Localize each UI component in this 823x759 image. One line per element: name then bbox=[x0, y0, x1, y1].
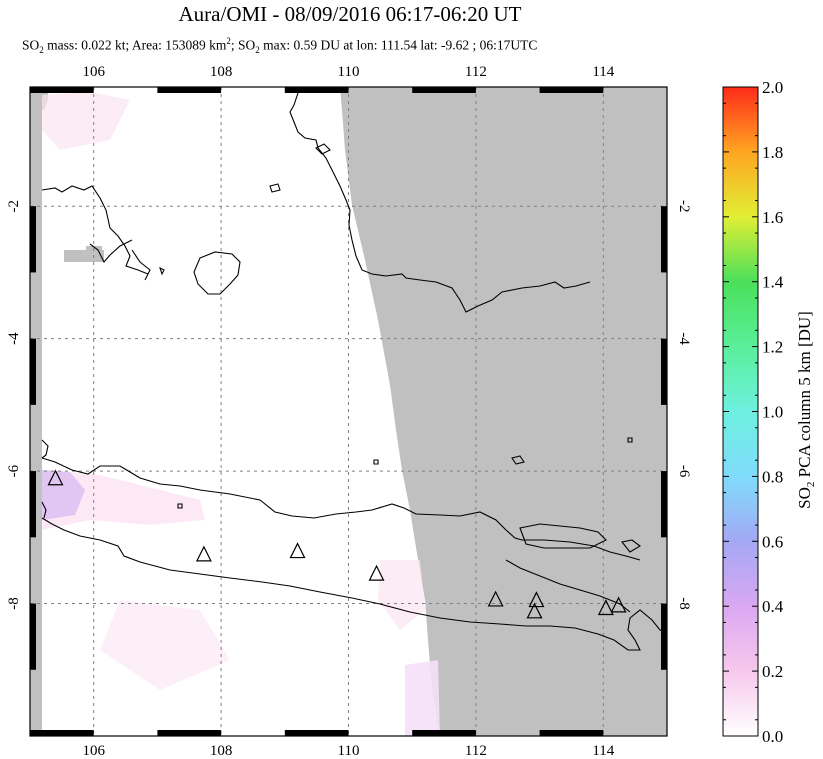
so2-patch bbox=[42, 92, 130, 150]
colorbar-tick-label: 2.0 bbox=[762, 78, 783, 97]
small-island bbox=[373, 459, 379, 465]
colorbar-title-part: SO bbox=[795, 487, 814, 509]
frame-bar-right bbox=[661, 603, 667, 670]
x-tick-label-bottom: 108 bbox=[210, 743, 233, 759]
chart-subtitle: SO2 mass: 0.022 kt; Area: 153089 km2; SO… bbox=[22, 36, 537, 55]
chart-title: Aura/OMI - 08/09/2016 06:17-06:20 UT bbox=[178, 2, 522, 26]
colorbar-tick-label: 1.6 bbox=[762, 208, 783, 227]
volcano-marker-icon bbox=[47, 469, 64, 486]
volcano-marker-icon bbox=[487, 590, 504, 607]
gridlines bbox=[30, 87, 667, 736]
frame-bar-top bbox=[157, 87, 222, 93]
java-strait-west bbox=[41, 501, 47, 519]
volcano-marker-icon bbox=[289, 542, 306, 559]
java-north-coast bbox=[41, 457, 641, 561]
madura-island bbox=[519, 523, 607, 549]
subtitle-sup: 2 bbox=[226, 36, 231, 46]
borneo-inlet bbox=[315, 143, 331, 155]
kangean-island bbox=[621, 539, 641, 553]
frame-bar-top bbox=[412, 87, 476, 93]
colorbar-tick-label: 0.4 bbox=[762, 597, 784, 616]
so2-patch bbox=[42, 470, 205, 530]
colorbar-tick-label: 0.6 bbox=[762, 532, 783, 551]
so2-patch bbox=[405, 660, 440, 736]
frame-bar-right bbox=[661, 471, 667, 538]
frame-bar-right bbox=[661, 338, 667, 405]
x-tick-label-top: 114 bbox=[592, 64, 614, 80]
borneo-west-coast bbox=[289, 92, 591, 313]
frame-bars bbox=[30, 87, 667, 736]
y-tick-label-left: -6 bbox=[6, 464, 22, 477]
colorbar-tick-label: 1.4 bbox=[762, 273, 784, 292]
map-area bbox=[30, 87, 667, 736]
volcano-marker-icon bbox=[526, 602, 543, 619]
frame-bar-left bbox=[30, 603, 36, 670]
so2-patch bbox=[100, 600, 230, 690]
no-data-swath-east bbox=[340, 87, 667, 736]
volcano-marker-icon bbox=[610, 596, 627, 613]
colorbar-title: SO2 PCA column 5 km [DU] bbox=[795, 311, 817, 509]
frame-bar-left bbox=[30, 206, 36, 273]
x-tick-label-top: 108 bbox=[210, 64, 233, 80]
volcano-marker-icon bbox=[195, 545, 212, 562]
colorbar-tick-label: 0.2 bbox=[762, 662, 783, 681]
x-tick-label-top: 106 bbox=[82, 64, 105, 80]
colorbar-title-sub: 2 bbox=[805, 482, 817, 488]
frame-bar-top bbox=[284, 87, 349, 93]
bangka bbox=[89, 239, 133, 263]
java-south-coast bbox=[41, 517, 667, 651]
colorbar-tick-label: 1.2 bbox=[762, 338, 783, 357]
volcano-marker-icon bbox=[597, 599, 614, 616]
colorbar-tick-label: 0.0 bbox=[762, 727, 783, 746]
belitung-island bbox=[193, 251, 241, 295]
y-tick-label-right: -6 bbox=[676, 465, 692, 478]
x-tick-label-top: 112 bbox=[465, 64, 487, 80]
y-tick-label-left: -2 bbox=[6, 200, 22, 213]
colorbar-ticks: 0.0 0.2 0.4 0.6 0.8 1.0 1.2 1.4 1.6 1.8 2.0 bbox=[723, 78, 784, 746]
x-tick-label-bottom: 112 bbox=[465, 743, 487, 759]
subtitle-sub: 2 bbox=[39, 45, 44, 56]
small-island bbox=[627, 437, 633, 443]
colorbar-tick-label: 0.8 bbox=[762, 467, 783, 486]
frame-bar-left bbox=[30, 338, 36, 405]
bawean-island bbox=[511, 455, 525, 465]
frame-bar-bottom bbox=[284, 730, 349, 736]
subtitle-part: max: 0.59 DU at lon: 111.54 lat: -9.62 ;… bbox=[259, 37, 538, 53]
frame-bar-bottom bbox=[157, 730, 222, 736]
y-tick-label-right: -2 bbox=[676, 200, 692, 213]
sumatra-coast bbox=[41, 185, 151, 281]
frame-bar-left bbox=[30, 471, 36, 538]
subtitle-part: ; SO bbox=[230, 37, 256, 53]
frame-bar-top bbox=[30, 87, 94, 93]
y-tick-label-right: -8 bbox=[676, 597, 692, 610]
x-tick-label-top: 110 bbox=[338, 64, 360, 80]
small-island bbox=[177, 503, 183, 509]
frame-bar-bottom bbox=[412, 730, 476, 736]
y-tick-label-left: -4 bbox=[6, 332, 22, 345]
sumatra-south bbox=[41, 439, 49, 459]
x-tick-label-bottom: 110 bbox=[338, 743, 360, 759]
colorbar-tick-label: 1.8 bbox=[762, 143, 783, 162]
axis-labels: 106 106 108 108 110 110 112 112 114 114 -2 -2 -4 -4 -6… bbox=[6, 64, 692, 759]
frame-bar-top bbox=[539, 87, 604, 93]
subtitle-part: SO bbox=[22, 37, 40, 53]
subtitle-part: mass: 0.022 kt; Area: 153089 km bbox=[43, 37, 227, 53]
x-tick-label-bottom: 114 bbox=[592, 743, 614, 759]
volcano-markers bbox=[47, 469, 627, 619]
x-tick-label-bottom: 106 bbox=[82, 743, 105, 759]
y-tick-label-right: -4 bbox=[676, 332, 692, 345]
frame-bar-bottom bbox=[539, 730, 604, 736]
subtitle-sub: 2 bbox=[255, 45, 260, 56]
karimata-island bbox=[269, 183, 281, 193]
small-island bbox=[159, 266, 165, 276]
frame-bar-bottom bbox=[30, 730, 94, 736]
y-tick-label-left: -8 bbox=[6, 597, 22, 610]
so2-patch bbox=[42, 470, 85, 520]
colorbar-tick-label: 1.0 bbox=[762, 403, 783, 422]
volcano-marker-icon bbox=[368, 564, 385, 581]
colorbar-title-part: PCA column 5 km [DU] bbox=[795, 311, 814, 481]
frame-bar-right bbox=[661, 206, 667, 273]
